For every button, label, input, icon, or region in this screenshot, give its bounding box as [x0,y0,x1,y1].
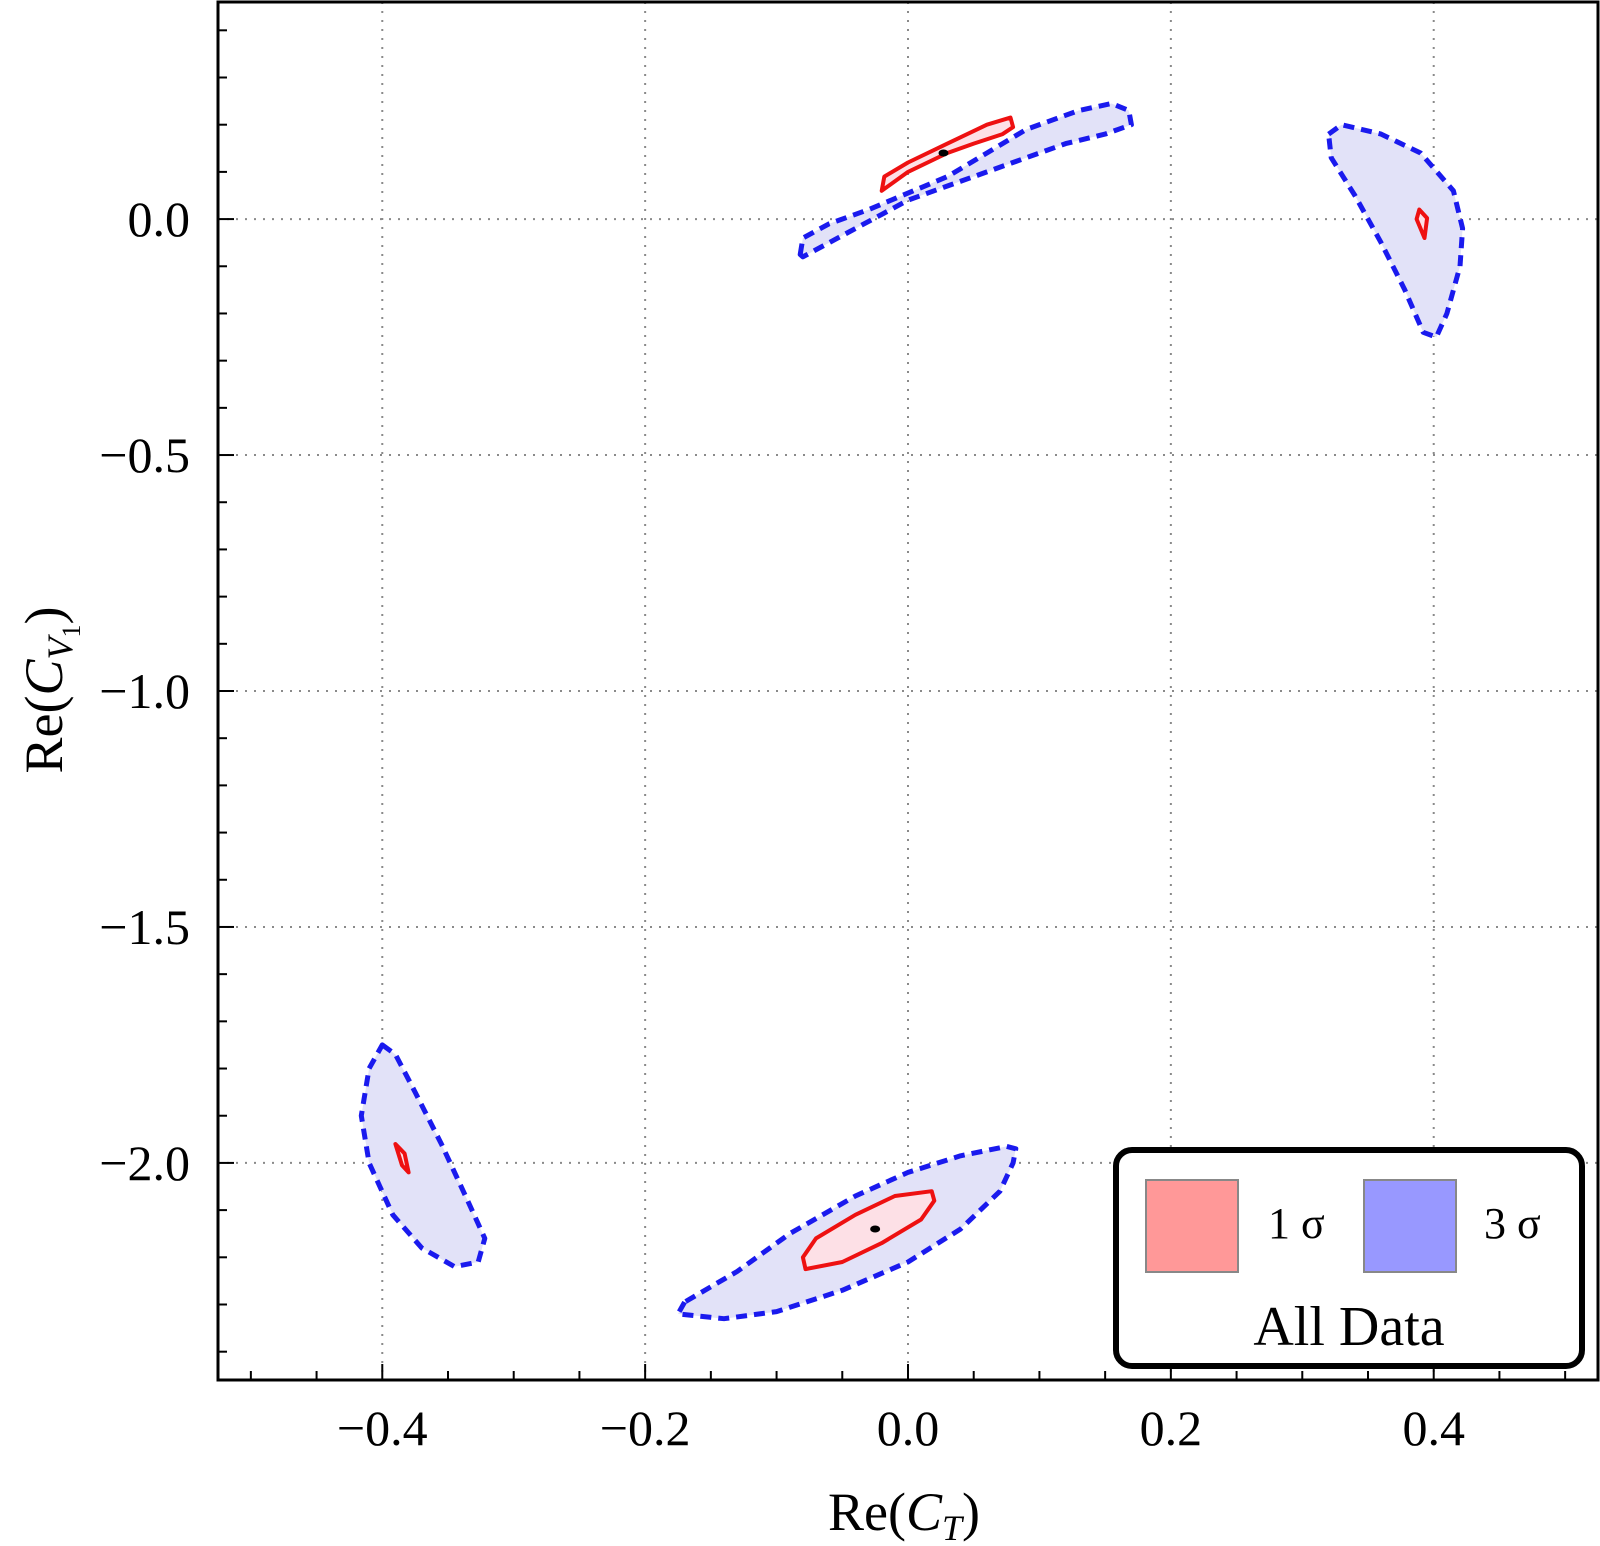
x-axis-title: Re(CT) [828,1482,980,1546]
one-sigma-contour [393,1142,411,1175]
x-tick-label: 0.0 [877,1400,940,1456]
region-lower-center [675,1143,1019,1322]
best-fit-point [870,1225,881,1233]
legend-swatch-1-sigma [1145,1179,1239,1273]
region-upper-center [797,101,1134,260]
three-sigma-contour [358,1042,488,1270]
legend-title: All Data [1253,1296,1444,1358]
axis-ticks: −0.4 −0.2 0.0 0.2 0.4 0.0 −0.5 −1.0 −1.5 −2.0 [99,29,1567,1456]
legend-label-3-sigma: 3 σ [1484,1199,1541,1248]
legend-label-1-sigma: 1 σ [1268,1199,1325,1248]
legend-swatch-3-sigma [1363,1179,1457,1273]
y-axis-title: Re(CV1) [14,607,86,774]
y-tick-label: 0.0 [128,191,191,247]
x-tick-label: −0.2 [600,1400,691,1456]
one-sigma-contour [1414,207,1430,240]
legend: 1 σ 3 σ All Data [1113,1147,1585,1369]
three-sigma-contour [797,101,1134,260]
confidence-regions [358,101,1466,1322]
x-tick-label: 0.2 [1140,1400,1203,1456]
three-sigma-contour [1326,122,1466,340]
y-tick-label: −2.0 [99,1135,190,1191]
y-tick-label: −1.0 [99,663,190,719]
best-fit-point [938,149,949,157]
y-tick-label: −1.5 [99,899,190,955]
one-sigma-contour [800,1189,937,1272]
region-upper-right [1326,122,1466,340]
region-lower-left [358,1042,488,1270]
x-tick-label: 0.4 [1402,1400,1465,1456]
x-tick-label: −0.4 [337,1400,428,1456]
one-sigma-contour [879,115,1016,193]
y-tick-label: −0.5 [99,427,190,483]
